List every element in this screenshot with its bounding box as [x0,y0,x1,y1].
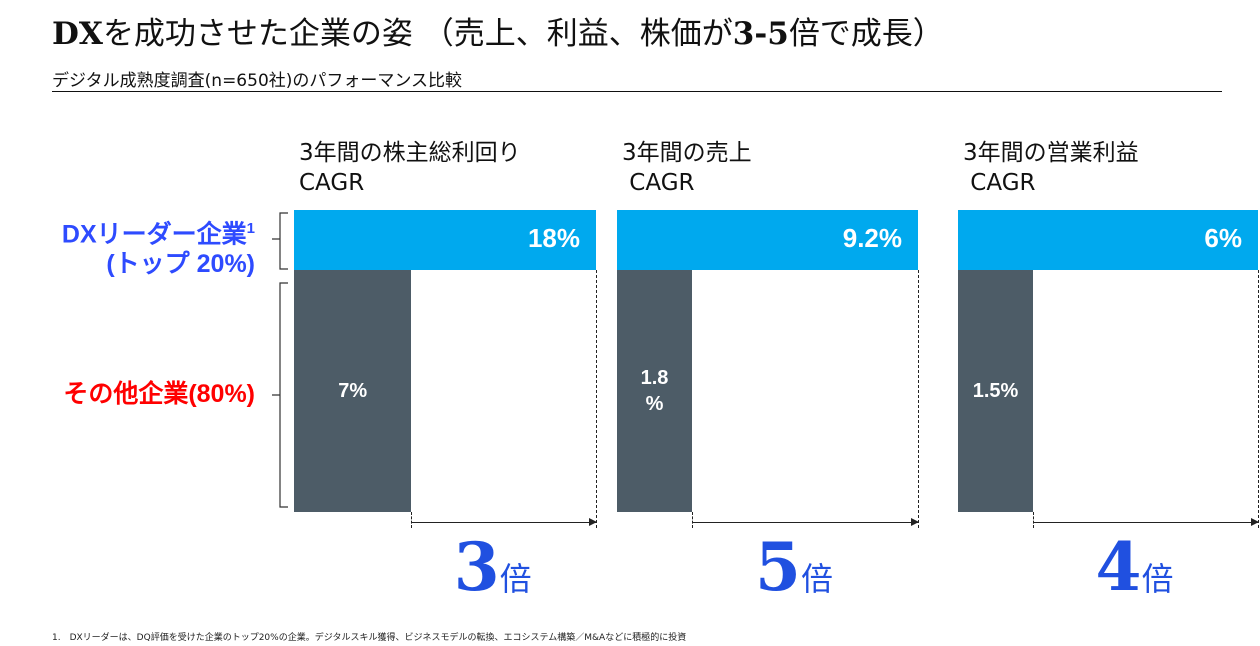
leader-end-dash [918,270,919,528]
title-range: 3-5 [732,16,789,52]
other-bar: 1.8 % [617,270,692,512]
multiplier-value: 4 [1095,528,1142,606]
other-bar: 1.5% [958,270,1033,512]
other-value-label: 1.8 % [640,367,669,415]
leader-value-label: 9.2% [842,223,902,253]
other-row-label: その他企業(80%) [63,380,255,408]
footnote: 1. DXリーダーは、DQ評価を受けた企業のトップ20%の企業。デジタルスキル獲… [52,633,687,643]
other-value-label: 1.5% [972,380,1019,402]
leader-value-label: 6% [1204,223,1242,253]
leader-end-dash [1258,270,1259,528]
panel-title: 3年間の営業利益 CAGR [963,140,1139,196]
leader-row-label: DXリーダー企業1 (トップ 20%) [62,214,255,279]
brackets [272,212,288,508]
leader-value-label: 18% [527,223,580,253]
other-bar: 7% [294,270,412,512]
leader-bar: 9.2% [617,210,918,270]
leader-end-dash [596,270,597,528]
multiplier-unit: 倍 [499,560,532,598]
multiplier-label: 3倍 [454,528,532,606]
multiplier-value: 3 [453,528,500,606]
other-end-dash [411,512,413,528]
divider [52,91,1222,92]
panel-title: 3年間の売上 CAGR [622,140,752,196]
other-end-dash [692,512,693,528]
other-end-dash [1033,512,1034,528]
leader-bar: 6% [958,210,1258,270]
multiplier-unit: 倍 [1141,560,1174,598]
difference-arrow [692,518,919,526]
leader-label: DXリーダー企業 [61,220,247,249]
difference-arrow [411,518,597,526]
leader-bracket [272,212,288,270]
subtitle: デジタル成熟度調査(n=650社)のパフォーマンス比較 [52,71,463,91]
other-value-label: 7% [338,380,368,402]
leader-sublabel: (トップ 20%) [106,250,255,279]
page-title: DXを成功させた企業の姿 （売上、利益、株価が3-5倍で成長） [52,8,944,53]
title-suffix: 倍で成長） [788,16,944,52]
leader-bar: 18% [294,210,596,270]
footnote-marker: 1 [246,220,255,237]
title-prefix: DX [52,16,103,52]
title-main: を成功させた企業の姿 （売上、利益、株価が [102,16,733,52]
panel-title: 3年間の株主総利回り CAGR [299,140,521,196]
multiplier-label: 5倍 [755,528,833,606]
other-bracket [272,282,288,508]
multiplier-value: 5 [755,528,801,606]
multiplier-label: 4倍 [1096,528,1174,606]
multiplier-unit: 倍 [800,560,833,598]
difference-arrow [1033,518,1259,526]
